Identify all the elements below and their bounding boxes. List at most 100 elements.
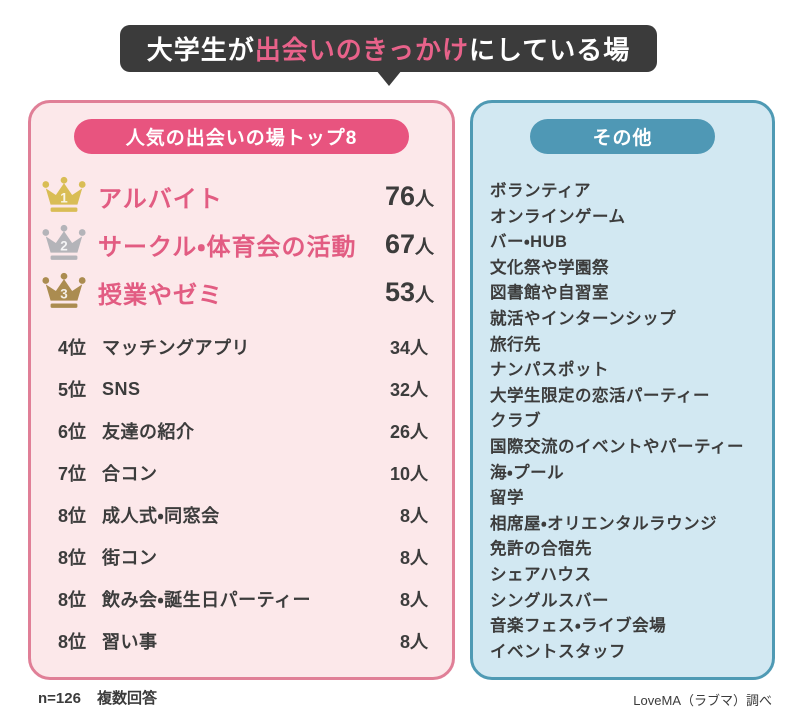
others-list-item: ボランティア [490, 182, 592, 200]
row-count-value: 8 [399, 548, 410, 568]
row-rank-cell: 8位 [58, 506, 87, 526]
others-list-item: バー・HUB [490, 233, 568, 252]
row-count-unit: 人 [410, 464, 428, 484]
rank-count-value: 67 [384, 228, 415, 259]
others-list-item: オンラインゲーム [490, 207, 626, 226]
others-list-item: 音楽フェス・ライブ会場 [490, 617, 667, 636]
rank-count: 76人 [385, 181, 434, 212]
row-count-unit: 人 [410, 590, 428, 610]
ranked-row: 7位 合コン 10人 [58, 452, 428, 494]
others-list-item: シングルスバー [490, 591, 609, 610]
row-count-value: 10 [389, 464, 410, 484]
others-list-item: 留学 [490, 489, 524, 508]
sample-size: n=126 [38, 690, 81, 707]
footer: n=126 複数回答 LoveMA（ラブマ）調べ [38, 687, 772, 709]
others-list-item: 国際交流のイベントやパーティー [490, 437, 745, 456]
row-count-cell: 34人 [390, 334, 428, 360]
row-rank-cell: 5位 [58, 380, 87, 400]
ranked-rows-list: 4位 マッチングアプリ 34人 5位 SNS 32人 6位 友達の紹介 26人 [58, 326, 428, 662]
top3-rank-row: 1 アルバイト 76人 [41, 172, 434, 220]
header-callout: 大学生が 出会いのきっかけ にしている場 [120, 25, 657, 86]
ranked-row: 8位 習い事 8人 [58, 620, 428, 662]
row-count-cell: 8人 [400, 586, 428, 612]
row-label-cell: 合コン [102, 464, 158, 484]
panels-container: 人気の出会いの場トップ8 1 アルバイト 76人 [28, 100, 775, 680]
rank-crown-icon: 2 [42, 224, 86, 260]
row-label-cell: 飲み会・誕生日パーティー [102, 590, 312, 610]
row-count-value: 34 [389, 338, 410, 358]
top3-rank-row: 3 授業やゼミ 53人 [41, 268, 434, 316]
rank-count-unit: 人 [414, 236, 434, 258]
row-count-value: 8 [399, 590, 410, 610]
row-label-cell: SNS [102, 378, 141, 399]
others-list-item: 文化祭や学園祭 [490, 258, 609, 277]
row-label-cell: 成人式・同窓会 [102, 506, 220, 526]
crown-rank-number: 2 [60, 239, 67, 254]
row-count-cell: 32人 [390, 376, 428, 402]
row-count-cell: 10人 [390, 460, 428, 486]
ranked-row: 4位 マッチングアプリ 34人 [58, 326, 428, 368]
others-list: ボランティア オンラインゲーム バー・HUB 文化祭や学園祭 図書館や自習室 就… [490, 179, 760, 665]
rank-label: アルバイト [98, 185, 223, 213]
ranked-row: 8位 街コン 8人 [58, 536, 428, 578]
row-count-unit: 人 [410, 338, 428, 358]
ranked-row: 6位 友達の紹介 26人 [58, 410, 428, 452]
others-list-item: 図書館や自習室 [490, 284, 609, 303]
title-highlight: 出会いのきっかけ [254, 35, 469, 65]
row-count-cell: 8人 [400, 544, 428, 570]
others-list-item: 海・プール [490, 463, 565, 482]
others-list-item: ナンパスポット [490, 361, 609, 380]
row-count-cell: 8人 [400, 502, 428, 528]
others-list-item: 旅行先 [490, 335, 541, 354]
row-count-unit: 人 [410, 380, 428, 400]
sample-size-note: n=126 複数回答 [38, 687, 157, 708]
ranked-row: 5位 SNS 32人 [58, 368, 428, 410]
row-count-value: 8 [399, 506, 410, 526]
others-list-item: シェアハウス [490, 565, 592, 584]
rank-count-value: 53 [384, 276, 415, 307]
rank-crown-icon: 1 [42, 176, 86, 212]
response-type-note: 複数回答 [96, 690, 157, 707]
rank-count-unit: 人 [414, 284, 434, 306]
others-panel-header: その他 [530, 119, 715, 154]
rank-count-value: 76 [384, 180, 415, 211]
others-list-item: イベントスタッフ [490, 642, 626, 661]
row-count-unit: 人 [410, 548, 428, 568]
source-credit: LoveMA（ラブマ）調べ [633, 693, 772, 708]
row-count-unit: 人 [410, 422, 428, 442]
others-list-item: 免許の合宿先 [490, 540, 592, 559]
rank-label: サークル・体育会の活動 [98, 233, 357, 261]
row-rank-cell: 8位 [58, 632, 87, 652]
others-list-item: 相席屋・オリエンタルラウンジ [490, 514, 718, 533]
ranked-row: 8位 成人式・同窓会 8人 [58, 494, 428, 536]
popular-ranking-panel: 人気の出会いの場トップ8 1 アルバイト 76人 [28, 100, 455, 680]
row-count-value: 8 [399, 632, 410, 652]
top3-list: 1 アルバイト 76人 2 [41, 172, 434, 316]
row-count-unit: 人 [410, 506, 428, 526]
row-label-cell: マッチングアプリ [102, 338, 250, 358]
top3-rank-row: 2 サークル・体育会の活動 67人 [41, 220, 434, 268]
others-list-item: 就活やインターンシップ [490, 309, 677, 328]
row-rank-cell: 8位 [58, 590, 87, 610]
others-list-item: クラブ [490, 412, 541, 431]
page-title: 大学生が 出会いのきっかけ にしている場 [120, 25, 657, 72]
rank-count: 53人 [385, 277, 434, 308]
row-count-value: 26 [389, 422, 410, 442]
row-count-unit: 人 [410, 632, 428, 652]
row-rank-cell: 8位 [58, 548, 87, 568]
row-count-cell: 26人 [390, 418, 428, 444]
rank-crown-icon: 3 [42, 272, 86, 308]
rank-count: 67人 [385, 229, 434, 260]
callout-pointer-triangle [375, 70, 402, 86]
row-rank-cell: 7位 [58, 464, 87, 484]
row-count-value: 32 [389, 380, 410, 400]
rank-label: 授業やゼミ [98, 281, 223, 309]
title-suffix: にしている場 [468, 35, 631, 65]
row-rank-cell: 6位 [58, 422, 87, 442]
ranked-row: 8位 飲み会・誕生日パーティー 8人 [58, 578, 428, 620]
popular-panel-header: 人気の出会いの場トップ8 [74, 119, 409, 154]
row-label-cell: 街コン [102, 548, 158, 568]
row-label-cell: 友達の紹介 [102, 422, 195, 442]
row-count-cell: 8人 [400, 628, 428, 654]
